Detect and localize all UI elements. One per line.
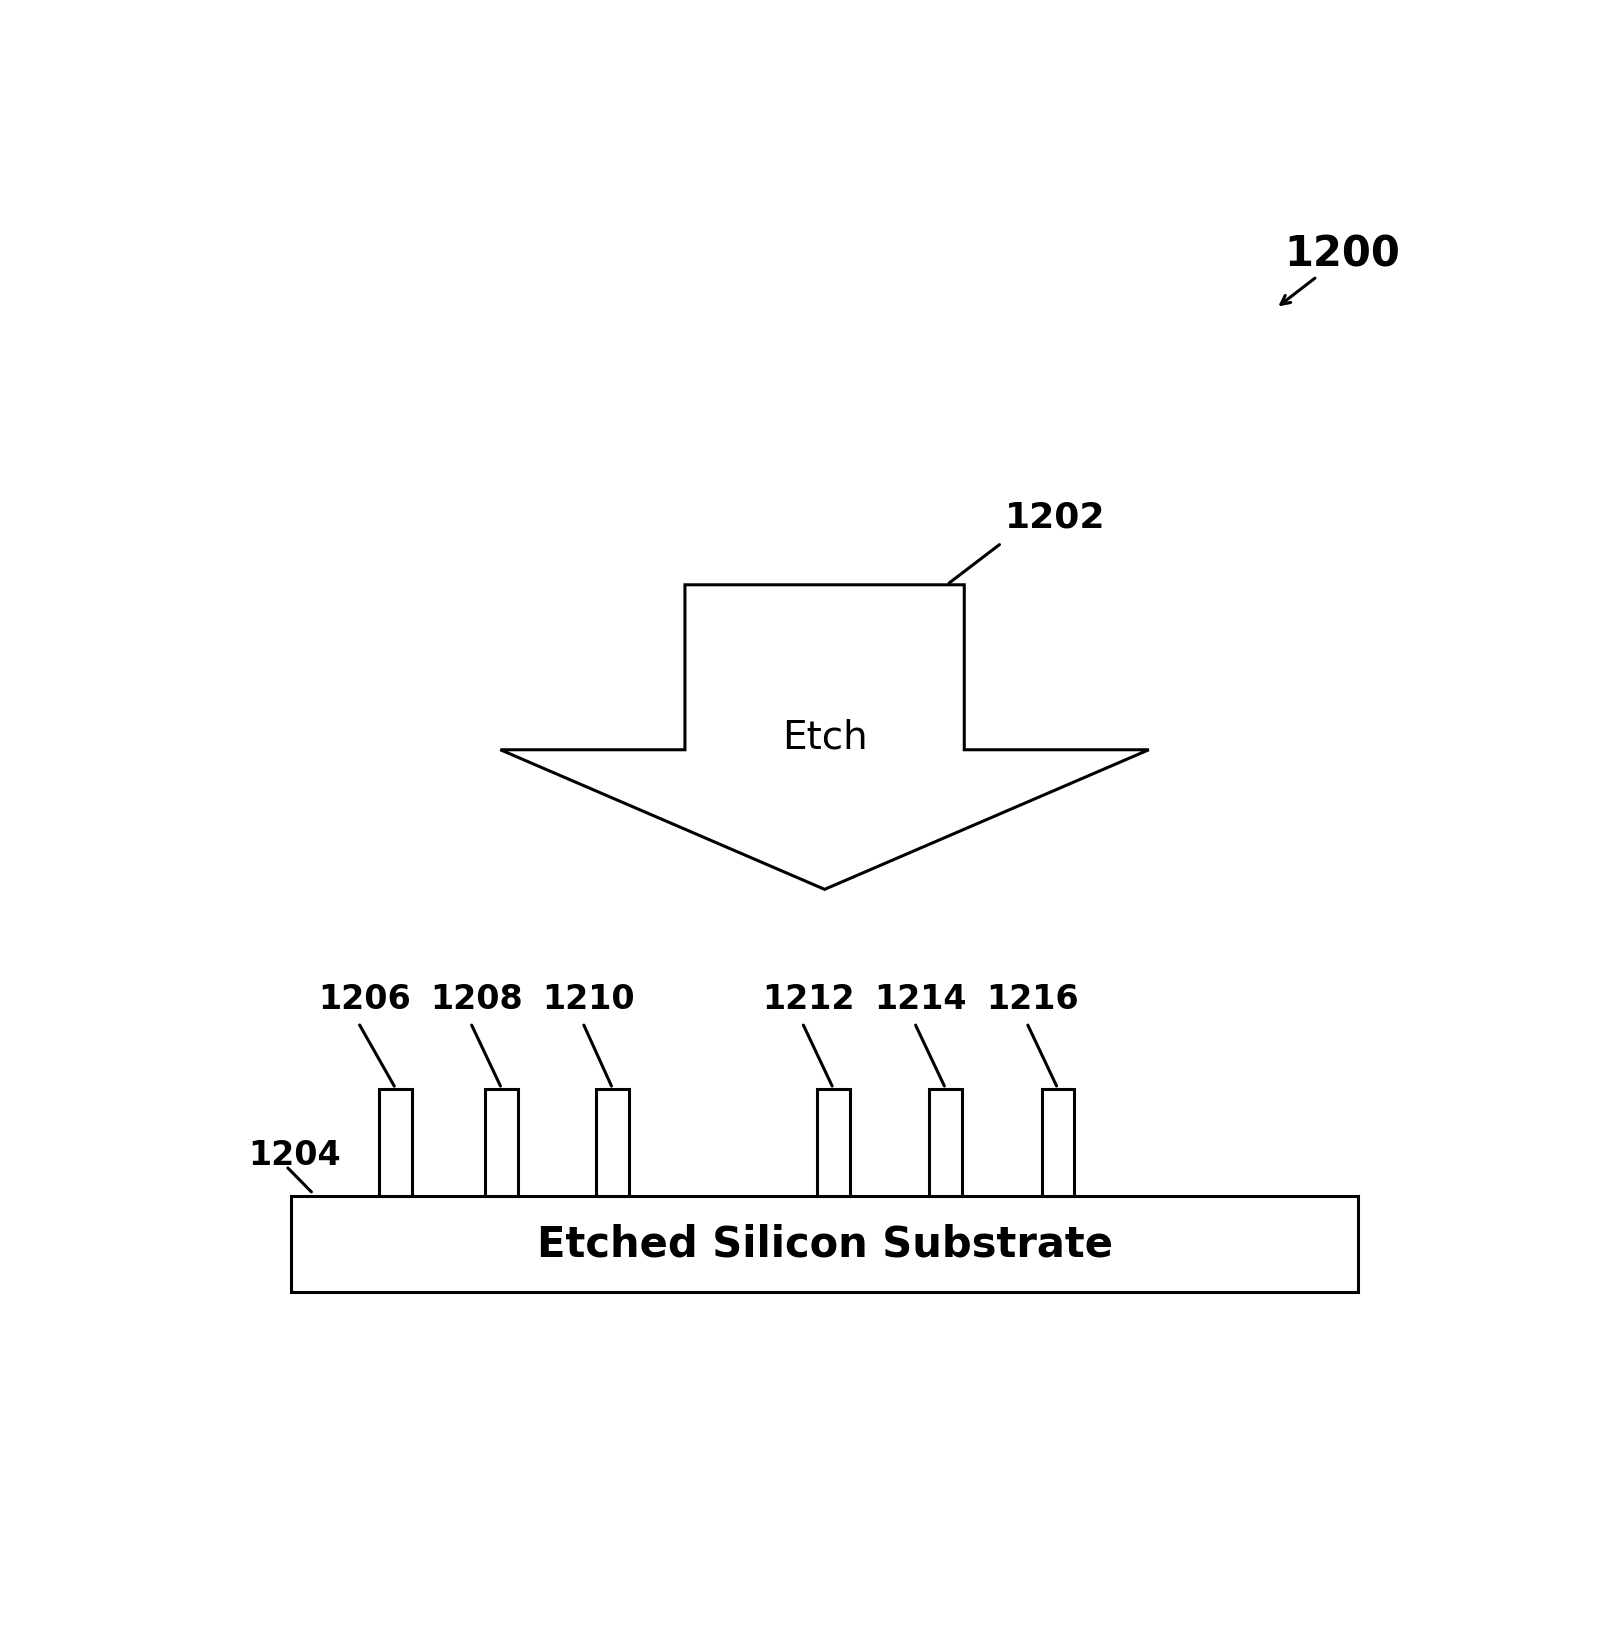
Bar — [817, 1089, 850, 1196]
Text: 1200: 1200 — [1284, 234, 1400, 275]
Text: Etch: Etch — [782, 719, 867, 756]
Text: 1216: 1216 — [986, 984, 1080, 1017]
Polygon shape — [500, 585, 1149, 890]
Bar — [597, 1089, 629, 1196]
Bar — [486, 1089, 518, 1196]
Text: 1208: 1208 — [430, 984, 523, 1017]
Text: 1212: 1212 — [763, 984, 854, 1017]
Bar — [1041, 1089, 1075, 1196]
Text: 1206: 1206 — [319, 984, 410, 1017]
Text: 1214: 1214 — [874, 984, 967, 1017]
Bar — [291, 1196, 1358, 1292]
Bar — [380, 1089, 412, 1196]
Text: Etched Silicon Substrate: Etched Silicon Substrate — [537, 1223, 1112, 1266]
Text: 1204: 1204 — [248, 1139, 341, 1172]
Bar — [930, 1089, 962, 1196]
Text: 1202: 1202 — [1006, 499, 1105, 534]
Text: 1210: 1210 — [542, 984, 636, 1017]
